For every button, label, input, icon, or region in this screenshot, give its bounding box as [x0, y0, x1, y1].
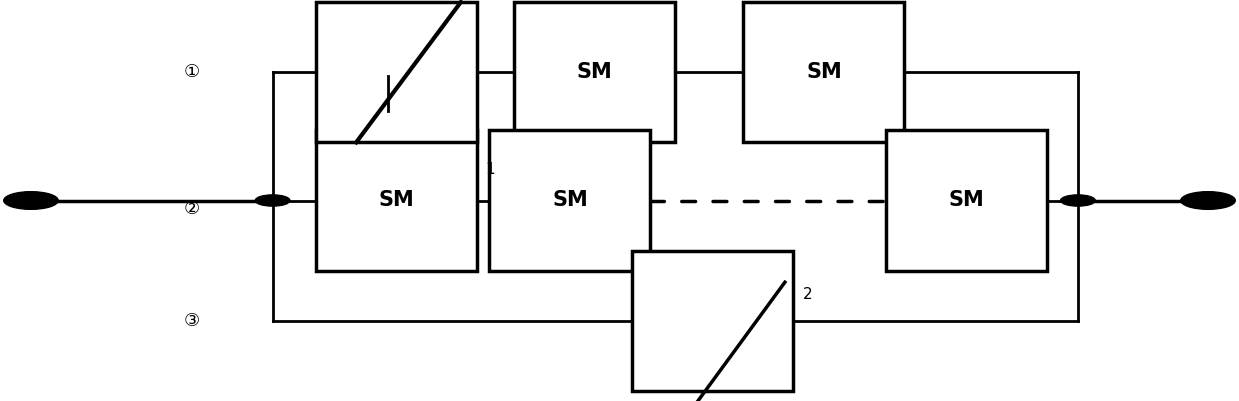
Text: ③: ③ [183, 312, 201, 330]
Text: 1: 1 [486, 162, 496, 177]
Text: ①: ① [183, 63, 201, 81]
Bar [632, 251, 793, 391]
Circle shape [1181, 192, 1235, 209]
Circle shape [1061, 195, 1095, 206]
Text: 2: 2 [803, 287, 813, 302]
Text: SM: SM [577, 62, 612, 82]
Text: SM: SM [807, 62, 841, 82]
Bar [514, 2, 675, 142]
Text: SM: SM [379, 190, 414, 211]
Bar [316, 130, 477, 271]
Bar [886, 130, 1047, 271]
Circle shape [255, 195, 290, 206]
Bar [316, 2, 477, 142]
Bar [743, 2, 904, 142]
Bar [489, 130, 650, 271]
Text: SM: SM [553, 190, 587, 211]
Text: ②: ② [183, 200, 201, 217]
Circle shape [4, 192, 58, 209]
Text: SM: SM [949, 190, 984, 211]
